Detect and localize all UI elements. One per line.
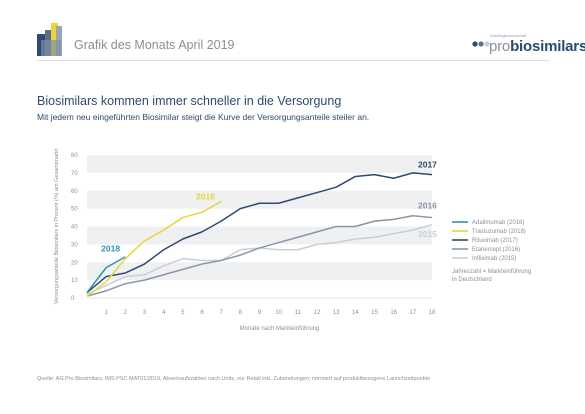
page-subtitle: Mit jedem neu eingeführten Biosimilar st…	[37, 112, 370, 122]
x-tick-label: 1	[104, 310, 108, 316]
legend-label-2: Rituximab (2017)	[472, 238, 518, 244]
brand-tagline: Arbeitsgemeinschaft	[490, 33, 527, 38]
series-year-label-1: 2018	[196, 192, 215, 202]
page-title: Biosimilars kommen immer schneller in di…	[37, 94, 342, 108]
brand-logo: probiosimilars	[489, 38, 585, 55]
x-tick-label: 8	[239, 310, 243, 316]
grid-band	[87, 190, 432, 209]
legend-label-0: Adalimumab (2018)	[472, 220, 524, 226]
legend-note-line-1: Jahreszahl = Markteinführung	[452, 269, 531, 275]
x-tick-label: 16	[390, 310, 397, 316]
legend-label-4: Infliximab (2015)	[472, 256, 516, 262]
x-tick-label: 7	[219, 310, 223, 316]
x-tick-label: 12	[314, 310, 321, 316]
y-tick-label: 70	[71, 171, 78, 177]
header-divider	[37, 60, 549, 61]
series-year-label-2: 2017	[418, 160, 437, 170]
x-tick-label: 11	[295, 310, 302, 316]
grid-band	[87, 155, 432, 173]
x-axis-label: Monate nach Markteinführung	[240, 326, 320, 332]
legend-note-line-2: in Deutschland	[452, 277, 492, 283]
series-year-label-0: 2018	[101, 244, 120, 254]
y-tick-label: 30	[71, 242, 78, 248]
brand-prefix: pro	[489, 38, 511, 55]
x-tick-label: 10	[275, 310, 282, 316]
x-tick-label: 6	[200, 310, 204, 316]
brand-dots-icon	[472, 41, 490, 47]
brand-name: biosimilars	[510, 38, 585, 55]
x-tick-label: 14	[352, 310, 359, 316]
x-tick-label: 2	[124, 310, 128, 316]
y-tick-label: 10	[71, 278, 78, 284]
x-tick-label: 15	[371, 310, 378, 316]
y-tick-label: 20	[71, 260, 78, 266]
series-line-0	[86, 256, 126, 294]
header: Grafik des Monats April 2019 Arbeitsgeme…	[0, 0, 585, 68]
source-note: Quelle: AG Pro Biosimilars, IMS PSC MAT0…	[37, 376, 431, 382]
y-tick-label: 50	[71, 207, 78, 213]
grid-band	[87, 226, 432, 245]
grid-band	[87, 262, 432, 281]
series-year-label-3: 2016	[418, 201, 437, 211]
x-tick-label: 5	[181, 310, 185, 316]
header-title: Grafik des Monats April 2019	[74, 38, 235, 52]
y-axis-label: Versorgungsanteile Biosimilars in Prozen…	[54, 148, 60, 304]
logo-icon	[37, 23, 62, 56]
y-tick-label: 0	[71, 296, 75, 302]
x-tick-label: 4	[162, 310, 166, 316]
series-line-1	[86, 200, 222, 297]
series-year-label-4: 2015	[418, 229, 437, 239]
x-tick-label: 18	[429, 310, 436, 316]
y-tick-label: 40	[71, 225, 78, 231]
x-tick-label: 13	[333, 310, 340, 316]
legend-label-3: Etanercept (2016)	[472, 247, 520, 253]
y-tick-label: 60	[71, 189, 78, 195]
x-tick-label: 3	[143, 310, 147, 316]
x-tick-label: 17	[409, 310, 416, 316]
series-line-3	[86, 215, 433, 297]
legend-label-1: Trastuzumab (2018)	[472, 229, 526, 235]
series-line-2	[86, 172, 433, 294]
x-tick-label: 9	[258, 310, 262, 316]
y-tick-label: 80	[71, 153, 78, 159]
